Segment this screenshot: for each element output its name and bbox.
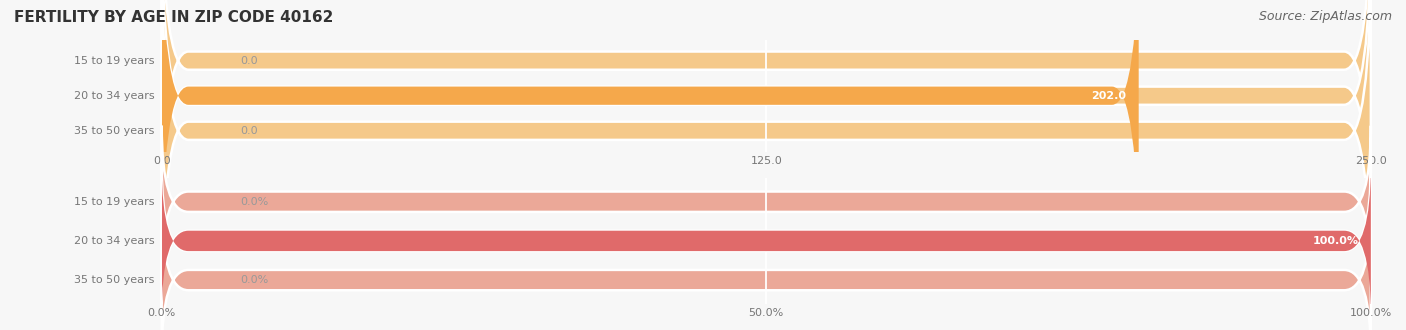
FancyBboxPatch shape (162, 0, 1371, 244)
Text: Source: ZipAtlas.com: Source: ZipAtlas.com (1258, 10, 1392, 23)
Text: 35 to 50 years: 35 to 50 years (75, 275, 155, 285)
Text: 0.0%: 0.0% (240, 197, 269, 207)
Text: 15 to 19 years: 15 to 19 years (75, 197, 155, 207)
FancyBboxPatch shape (162, 0, 1139, 280)
Text: FERTILITY BY AGE IN ZIP CODE 40162: FERTILITY BY AGE IN ZIP CODE 40162 (14, 10, 333, 25)
Text: 202.0: 202.0 (1091, 91, 1126, 101)
Text: 0.0: 0.0 (240, 56, 257, 66)
Text: 20 to 34 years: 20 to 34 years (75, 91, 155, 101)
Text: 15 to 19 years: 15 to 19 years (75, 56, 155, 66)
Text: 35 to 50 years: 35 to 50 years (75, 126, 155, 136)
Text: 100.0%: 100.0% (1313, 236, 1358, 246)
Text: 20 to 34 years: 20 to 34 years (75, 236, 155, 246)
Text: 0.0%: 0.0% (240, 275, 269, 285)
FancyBboxPatch shape (162, 0, 1371, 280)
FancyBboxPatch shape (162, 165, 1371, 317)
FancyBboxPatch shape (162, 204, 1371, 330)
FancyBboxPatch shape (162, 165, 1371, 317)
FancyBboxPatch shape (162, 0, 1371, 314)
FancyBboxPatch shape (162, 126, 1371, 278)
Text: 0.0: 0.0 (240, 126, 257, 136)
